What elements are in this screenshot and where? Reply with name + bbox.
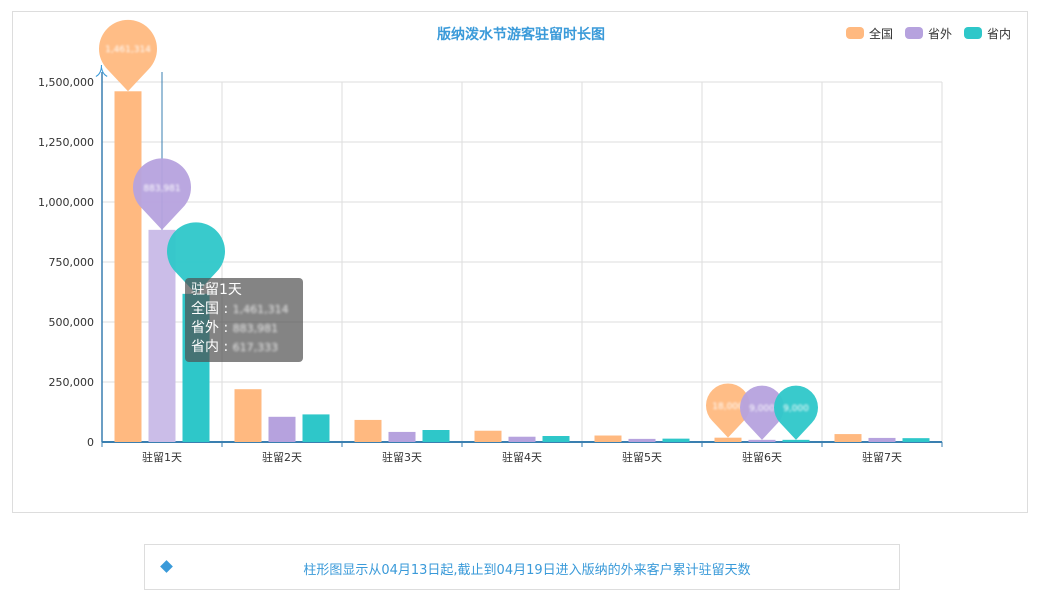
bar[interactable] [628,438,656,442]
bar-chart: 0 250,000 500,000 750,000 1,000,000 1,250,000… [38,19,1011,464]
bar[interactable] [782,439,810,442]
markpoint-shape [99,19,157,92]
markpoint-label: 18,000 [712,402,744,412]
markpoint-pin[interactable]: 18,000 [706,383,750,438]
legend-label: 全国 [869,26,893,41]
y-tick-label: 500,000 [49,316,95,329]
markpoint-shape [166,222,225,294]
y-tick-label: 1,000,000 [38,196,94,209]
markpoint-pin[interactable]: 9,000 [740,385,784,440]
tooltip-series-name: 省内 [191,339,219,355]
y-tick-label: 250,000 [49,376,95,389]
x-tick-label: 驻留5天 [622,450,662,464]
x-tick-label: 驻留6天 [742,450,782,464]
x-tick-label: 驻留1天 [142,450,182,464]
x-tick-label: 驻留2天 [262,450,302,464]
bar[interactable] [474,430,502,442]
bar[interactable] [748,439,776,442]
legend-item[interactable]: 省内 [964,27,1011,41]
bar[interactable] [388,431,416,442]
tooltip-series-value: 1,461,314 [232,303,289,316]
chart-tooltip: 驻留1天 全国 : 1,461,314 省外 : 883,981 省内 : 61… [185,278,303,362]
markpoint-pin[interactable]: 1,461,314 [99,19,157,92]
bar[interactable] [268,416,296,442]
legend: 全国 省外 省内 [846,26,1011,41]
bar[interactable] [834,434,862,442]
tooltip-series-name: 省外 [191,320,219,336]
bar[interactable] [302,414,330,442]
legend-item[interactable]: 省外 [905,27,952,41]
bar[interactable] [234,389,262,442]
y-tick-label: 750,000 [49,256,95,269]
grid-layer [102,81,943,442]
chart-caption-box: 柱形图显示从04月13日起,截止到04月19日进入版纳的外来客户累计驻留天数 [144,544,900,590]
chart-title: 版纳泼水节游客驻留时长图 [437,26,605,43]
tooltip-row: 省内 : 617,333 [191,339,279,355]
markpoint-shape [706,383,750,438]
markpoint-shape [774,385,819,440]
tooltip-title: 驻留1天 [191,282,242,298]
bar[interactable] [714,437,742,442]
legend-swatch [905,27,923,39]
y-tick-label: 0 [87,436,94,449]
tooltip-series-value: 617,333 [232,341,279,354]
bar[interactable] [354,419,382,442]
x-tick-label: 驻留3天 [382,450,422,464]
tooltip-row: 全国 : 1,461,314 [191,301,289,317]
x-tick-label: 驻留7天 [862,450,902,464]
markpoint-label: 883,981 [143,184,180,194]
bar[interactable] [114,91,142,442]
bar[interactable] [662,438,690,442]
tooltip-series-value: 883,981 [232,322,279,335]
y-tick-label: 1,250,000 [38,136,94,149]
legend-swatch [846,27,864,39]
markpoint-pin[interactable]: 9,000 [774,385,819,440]
bar[interactable] [868,437,896,442]
bar[interactable] [594,435,622,442]
markpoint-shape [740,385,784,440]
markpoint-pin[interactable] [166,222,225,294]
legend-label: 省内 [987,27,1011,41]
legend-item[interactable]: 全国 [846,26,893,41]
legend-swatch [964,27,982,39]
bar[interactable] [542,436,570,442]
markpoint-label: 9,000 [749,404,775,414]
tooltip-row: 省外 : 883,981 [191,320,279,336]
bar[interactable] [902,438,930,442]
y-tick-label: 1,500,000 [38,76,94,89]
markpoint-pin[interactable]: 883,981 [133,158,191,230]
markpoint-shape [133,158,191,230]
legend-label: 省外 [928,27,952,41]
chart-panel: 0 250,000 500,000 750,000 1,000,000 1,250,000… [12,11,1028,513]
x-tick-label: 驻留4天 [502,450,542,464]
y-axis-unit-label: 人 [95,65,108,80]
chart-caption: 柱形图显示从04月13日起,截止到04月19日进入版纳的外来客户累计驻留天数 [303,563,751,578]
bar[interactable] [422,430,450,442]
bar[interactable] [508,436,536,442]
markpoint-label: 1,461,314 [105,45,151,55]
tooltip-series-name: 全国 [191,301,219,317]
markpoint-label: 9,000 [783,404,809,414]
markpoint-layer: 1,461,314 883,981 18,000 9,000 9,000 [99,19,819,440]
